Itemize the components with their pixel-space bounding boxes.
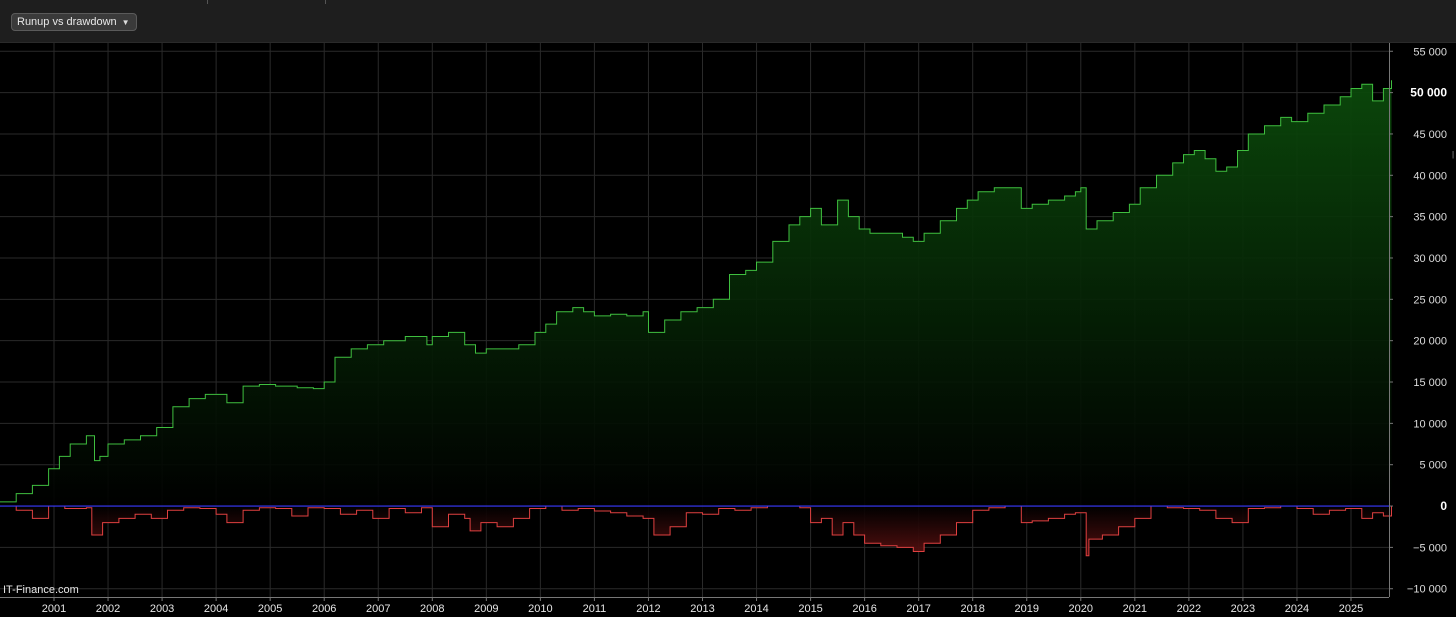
- x-tick-label: 2007: [366, 603, 390, 615]
- y-tick-label: 40 000: [1413, 170, 1447, 182]
- y-tick-label: −5 000: [1413, 542, 1447, 554]
- x-tick-label: 2003: [150, 603, 174, 615]
- runup-area: [0, 80, 1392, 506]
- y-tick-label: 15 000: [1413, 377, 1447, 389]
- x-tick-label: 2002: [96, 603, 120, 615]
- series-lines: [0, 80, 1392, 557]
- x-tick-label: 2012: [636, 603, 660, 615]
- x-tick-label: 2013: [690, 603, 714, 615]
- drawdown-line: [0, 505, 1392, 557]
- y-tick-label: 50 000: [1410, 86, 1447, 100]
- y-tick-label: 55 000: [1413, 46, 1447, 58]
- y-tick-label: 35 000: [1413, 212, 1447, 224]
- y-tick-label: 25 000: [1413, 294, 1447, 306]
- runup-line: [0, 80, 1392, 503]
- x-tick-label: 2017: [906, 603, 930, 615]
- drawdown-area: [0, 506, 1392, 556]
- x-tick-label: 2014: [744, 603, 768, 615]
- x-tick-label: 2015: [798, 603, 822, 615]
- scroll-indicator-icon: |: [1452, 150, 1455, 159]
- x-tick-label: 2016: [852, 603, 876, 615]
- x-tick-label: 2020: [1069, 603, 1093, 615]
- chevron-down-icon: ▼: [121, 18, 130, 27]
- toolbar-divider: [207, 0, 208, 4]
- y-tick-label: 0: [1440, 499, 1447, 513]
- y-tick-label: 20 000: [1413, 336, 1447, 348]
- view-select-dropdown[interactable]: Runup vs drawdown ▼: [11, 13, 137, 31]
- x-tick-label: 2010: [528, 603, 552, 615]
- toolbar: Runup vs drawdown ▼: [0, 0, 1456, 43]
- axes: 55 000 50 000 45 000 40 000 35 000 30 000 25 0…: [0, 43, 1447, 615]
- x-tick-label: 2025: [1339, 603, 1363, 615]
- x-tick-label: 2024: [1285, 603, 1309, 615]
- x-tick-label: 2022: [1177, 603, 1201, 615]
- x-tick-label: 2018: [960, 603, 984, 615]
- x-tick-label: 2023: [1231, 603, 1255, 615]
- series-areas: [0, 80, 1392, 556]
- x-tick-label: 2006: [312, 603, 336, 615]
- x-tick-label: 2021: [1123, 603, 1147, 615]
- x-tick-label: 2011: [583, 603, 607, 615]
- x-tick-label: 2009: [474, 603, 498, 615]
- x-tick-label: 2005: [258, 603, 282, 615]
- view-select-label: Runup vs drawdown: [17, 16, 117, 28]
- x-tick-label: 2019: [1015, 603, 1039, 615]
- y-tick-label: 30 000: [1413, 253, 1447, 265]
- watermark-text: IT-Finance.com: [3, 584, 79, 596]
- toolbar-divider: [325, 0, 326, 4]
- y-tick-label: 10 000: [1413, 418, 1447, 430]
- x-tick-label: 2008: [420, 603, 444, 615]
- y-tick-label: 45 000: [1413, 129, 1447, 141]
- y-tick-label: 5 000: [1419, 460, 1447, 472]
- x-tick-label: 2004: [204, 603, 228, 615]
- y-tick-label: −10 000: [1407, 584, 1447, 596]
- x-tick-label: 2001: [42, 603, 66, 615]
